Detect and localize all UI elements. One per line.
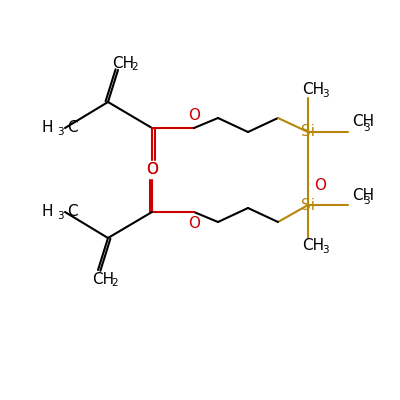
Text: CH: CH — [352, 114, 374, 130]
Text: 3: 3 — [322, 245, 328, 255]
Text: O: O — [188, 108, 200, 124]
Text: 3: 3 — [363, 123, 369, 133]
Text: CH: CH — [92, 272, 114, 286]
Text: CH: CH — [112, 56, 134, 70]
Text: O: O — [188, 216, 200, 232]
Text: Si: Si — [301, 124, 315, 140]
Text: 2: 2 — [112, 278, 118, 288]
Text: C: C — [67, 204, 78, 220]
Text: Si: Si — [301, 198, 315, 212]
Text: 2: 2 — [132, 62, 138, 72]
Text: CH: CH — [302, 82, 324, 98]
Text: O: O — [314, 178, 326, 192]
Text: O: O — [146, 162, 158, 178]
Text: H: H — [42, 120, 53, 136]
Text: CH: CH — [302, 238, 324, 254]
Text: C: C — [67, 120, 78, 136]
Text: 3: 3 — [57, 127, 63, 137]
Text: O: O — [146, 162, 158, 178]
Text: 3: 3 — [363, 196, 369, 206]
Text: H: H — [42, 204, 53, 220]
Text: CH: CH — [352, 188, 374, 202]
Text: 3: 3 — [322, 89, 328, 99]
Text: 3: 3 — [57, 211, 63, 221]
